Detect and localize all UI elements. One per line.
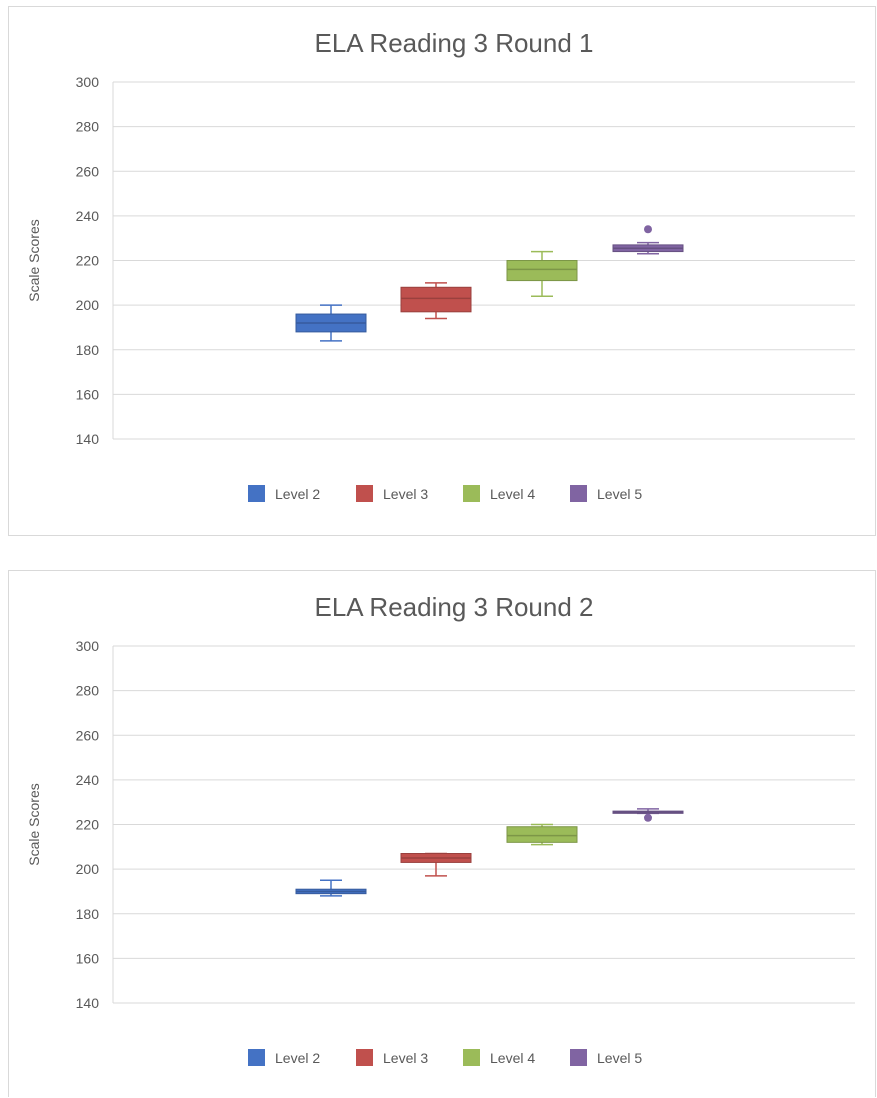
box-level-2	[295, 879, 367, 897]
box-plot-round-2: ELA Reading 3 Round 2 140 160 180 200 220 240 2…	[26, 592, 855, 1066]
box-level-5	[612, 225, 684, 255]
legend-swatch	[356, 485, 373, 502]
outlier-point	[644, 225, 652, 234]
box-level-4	[506, 823, 578, 846]
legend-swatch	[570, 485, 587, 502]
y-axis-title: Scale Scores	[26, 783, 42, 865]
box-level-4	[506, 250, 578, 297]
interquartile-box	[506, 826, 578, 843]
outlier-point	[644, 813, 652, 822]
legend-label: Level 4	[490, 486, 535, 502]
interquartile-box	[506, 260, 578, 282]
chart-panel-round-2: ELA Reading 3 Round 2 140 160 180 200 220 240 2…	[8, 570, 876, 1097]
legend-label: Level 2	[275, 486, 320, 502]
box-level-3	[400, 852, 472, 877]
y-tick-label: 280	[76, 119, 100, 135]
y-tick-label: 180	[76, 342, 100, 358]
chart-title: ELA Reading 3 Round 1	[315, 28, 594, 58]
chart-panel-round-1: ELA Reading 3 Round 1 140 160 180 200 220 240 2…	[8, 6, 876, 536]
y-tick-label: 200	[76, 861, 100, 877]
legend-swatch	[248, 1049, 265, 1066]
y-tick-label: 240	[76, 772, 100, 788]
legend-swatch	[463, 1049, 480, 1066]
legend: Level 2 Level 3 Level 4 Level 5	[248, 485, 642, 502]
y-tick-label: 220	[76, 253, 100, 269]
legend-label: Level 5	[597, 1050, 642, 1066]
y-tick-label: 160	[76, 386, 100, 402]
legend-swatch	[248, 485, 265, 502]
box-level-5	[612, 808, 684, 822]
y-tick-label: 200	[76, 297, 100, 313]
y-tick-label: 160	[76, 950, 100, 966]
y-tick-label: 260	[76, 727, 100, 743]
legend-swatch	[463, 485, 480, 502]
box-plot-round-1: ELA Reading 3 Round 1 140 160 180 200 220 240 2…	[26, 28, 855, 502]
y-tick-label: 280	[76, 683, 100, 699]
y-axis-title: Scale Scores	[26, 219, 42, 301]
legend-swatch	[570, 1049, 587, 1066]
legend-label: Level 3	[383, 486, 428, 502]
y-tick-label: 240	[76, 208, 100, 224]
chart-title: ELA Reading 3 Round 2	[315, 592, 594, 622]
y-tick-label: 140	[76, 431, 100, 447]
y-tick-label: 300	[76, 74, 100, 90]
y-tick-label: 180	[76, 906, 100, 922]
y-tick-label: 260	[76, 163, 100, 179]
legend: Level 2 Level 3 Level 4 Level 5	[248, 1049, 642, 1066]
legend-label: Level 2	[275, 1050, 320, 1066]
box-level-3	[400, 282, 472, 320]
y-tick-label: 140	[76, 995, 100, 1011]
legend-label: Level 5	[597, 486, 642, 502]
y-tick-label: 220	[76, 817, 100, 833]
interquartile-box	[400, 286, 472, 313]
legend-label: Level 3	[383, 1050, 428, 1066]
y-tick-label: 300	[76, 638, 100, 654]
legend-swatch	[356, 1049, 373, 1066]
legend-label: Level 4	[490, 1050, 535, 1066]
box-level-2	[295, 304, 367, 342]
